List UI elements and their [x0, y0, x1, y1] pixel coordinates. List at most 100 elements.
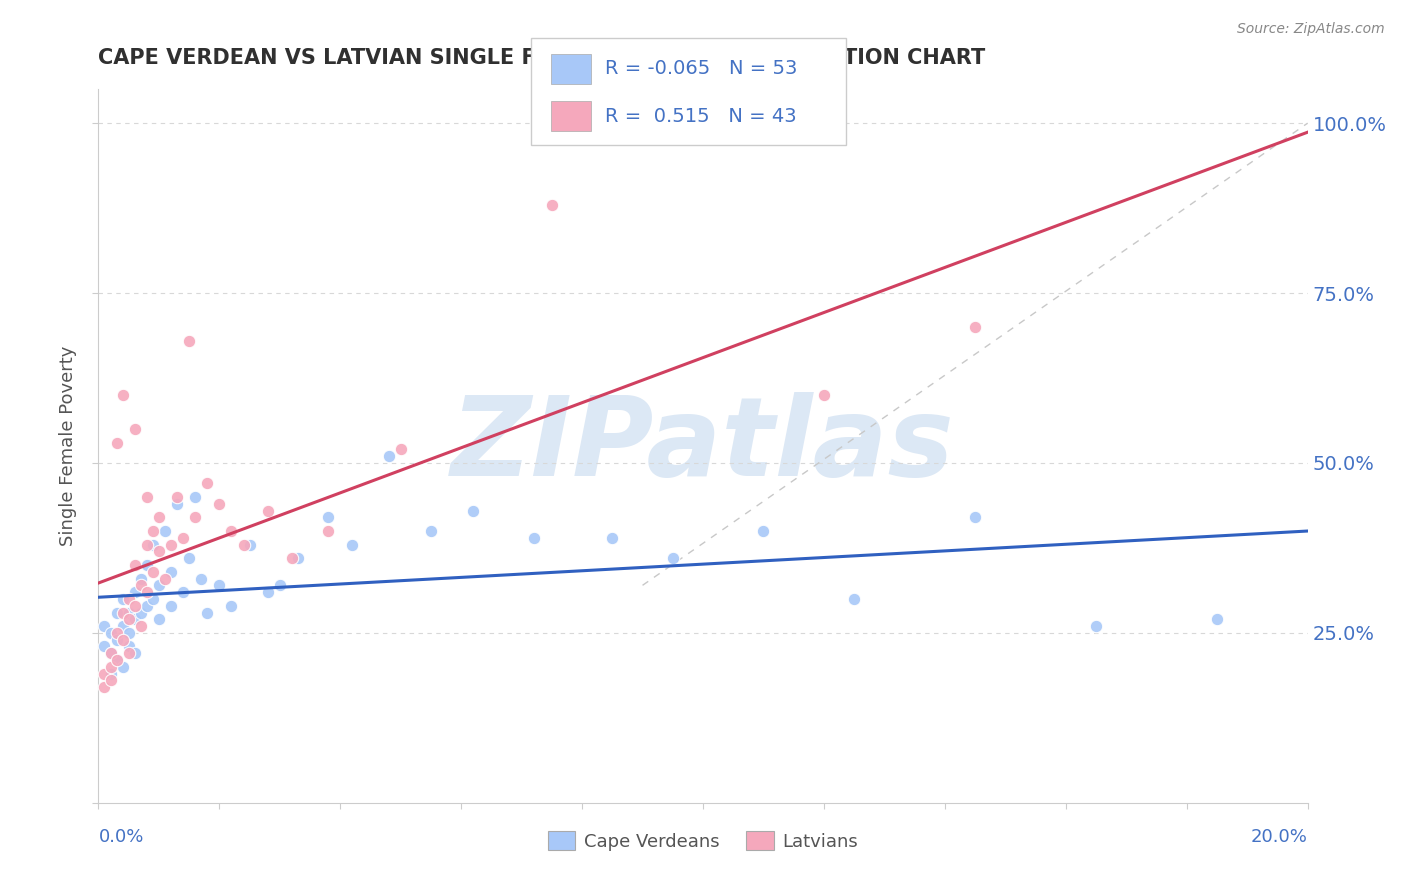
Point: [316, 510, 339, 524]
Point: [142, 524, 165, 538]
Point: [111, 660, 134, 674]
Text: 0.0%: 0.0%: [98, 828, 143, 846]
Point: [111, 606, 134, 620]
Point: [135, 585, 157, 599]
Point: [166, 490, 188, 504]
Point: [221, 599, 243, 613]
Point: [232, 537, 254, 551]
Point: [105, 626, 128, 640]
Point: [118, 646, 141, 660]
Text: R =  0.515   N = 43: R = 0.515 N = 43: [605, 106, 796, 126]
Point: [172, 531, 194, 545]
Point: [208, 497, 231, 511]
Point: [135, 599, 157, 613]
Point: [111, 619, 134, 633]
Point: [129, 572, 152, 586]
Point: [148, 612, 170, 626]
Point: [118, 640, 141, 654]
Point: [124, 646, 146, 660]
Point: [100, 646, 122, 660]
Point: [208, 578, 231, 592]
Point: [118, 591, 141, 606]
Point: [148, 544, 170, 558]
Point: [135, 558, 157, 572]
Point: [221, 524, 243, 538]
Point: [965, 320, 987, 334]
Point: [965, 510, 987, 524]
Point: [269, 578, 291, 592]
Point: [118, 612, 141, 626]
Point: [129, 619, 152, 633]
Point: [179, 334, 201, 348]
Point: [523, 531, 546, 545]
Point: [844, 591, 866, 606]
Point: [124, 558, 146, 572]
Point: [195, 476, 218, 491]
Point: [105, 632, 128, 647]
Point: [153, 524, 176, 538]
Point: [124, 585, 146, 599]
Point: [100, 666, 122, 681]
Point: [160, 599, 183, 613]
Point: [239, 537, 262, 551]
Point: [148, 510, 170, 524]
Point: [420, 524, 443, 538]
Point: [160, 565, 183, 579]
Point: [153, 572, 176, 586]
Text: ZIPatlas: ZIPatlas: [451, 392, 955, 500]
Point: [256, 503, 278, 517]
Point: [184, 490, 207, 504]
Point: [184, 510, 207, 524]
Point: [148, 578, 170, 592]
Point: [377, 449, 399, 463]
Point: [129, 606, 152, 620]
Point: [93, 640, 115, 654]
Point: [1206, 612, 1229, 626]
Point: [124, 599, 146, 613]
Point: [463, 503, 485, 517]
Point: [129, 578, 152, 592]
Point: [342, 537, 364, 551]
Point: [100, 660, 122, 674]
Point: [105, 653, 128, 667]
Point: [93, 680, 115, 694]
Point: [316, 524, 339, 538]
Point: [540, 198, 562, 212]
Point: [142, 591, 165, 606]
Point: [287, 551, 309, 566]
Point: [135, 537, 157, 551]
Point: [100, 646, 122, 660]
Point: [105, 653, 128, 667]
Point: [111, 632, 134, 647]
Point: [195, 606, 218, 620]
Point: [100, 673, 122, 688]
Point: [111, 591, 134, 606]
Point: [135, 490, 157, 504]
Point: [100, 626, 122, 640]
Point: [105, 606, 128, 620]
Point: [752, 524, 775, 538]
Text: Source: ZipAtlas.com: Source: ZipAtlas.com: [1237, 22, 1385, 37]
Point: [118, 626, 141, 640]
Text: CAPE VERDEAN VS LATVIAN SINGLE FEMALE POVERTY CORRELATION CHART: CAPE VERDEAN VS LATVIAN SINGLE FEMALE PO…: [98, 48, 986, 68]
Point: [93, 666, 115, 681]
Point: [602, 531, 624, 545]
Point: [281, 551, 304, 566]
Point: [190, 572, 212, 586]
Point: [256, 585, 278, 599]
Point: [172, 585, 194, 599]
Point: [118, 606, 141, 620]
Point: [160, 537, 183, 551]
Point: [142, 537, 165, 551]
Point: [124, 422, 146, 436]
Point: [111, 388, 134, 402]
Point: [179, 551, 201, 566]
Point: [142, 565, 165, 579]
Text: R = -0.065   N = 53: R = -0.065 N = 53: [605, 60, 797, 78]
Point: [813, 388, 835, 402]
Y-axis label: Single Female Poverty: Single Female Poverty: [59, 346, 77, 546]
Point: [93, 619, 115, 633]
Legend: Cape Verdeans, Latvians: Cape Verdeans, Latvians: [540, 824, 866, 858]
Point: [105, 435, 128, 450]
Point: [1085, 619, 1108, 633]
